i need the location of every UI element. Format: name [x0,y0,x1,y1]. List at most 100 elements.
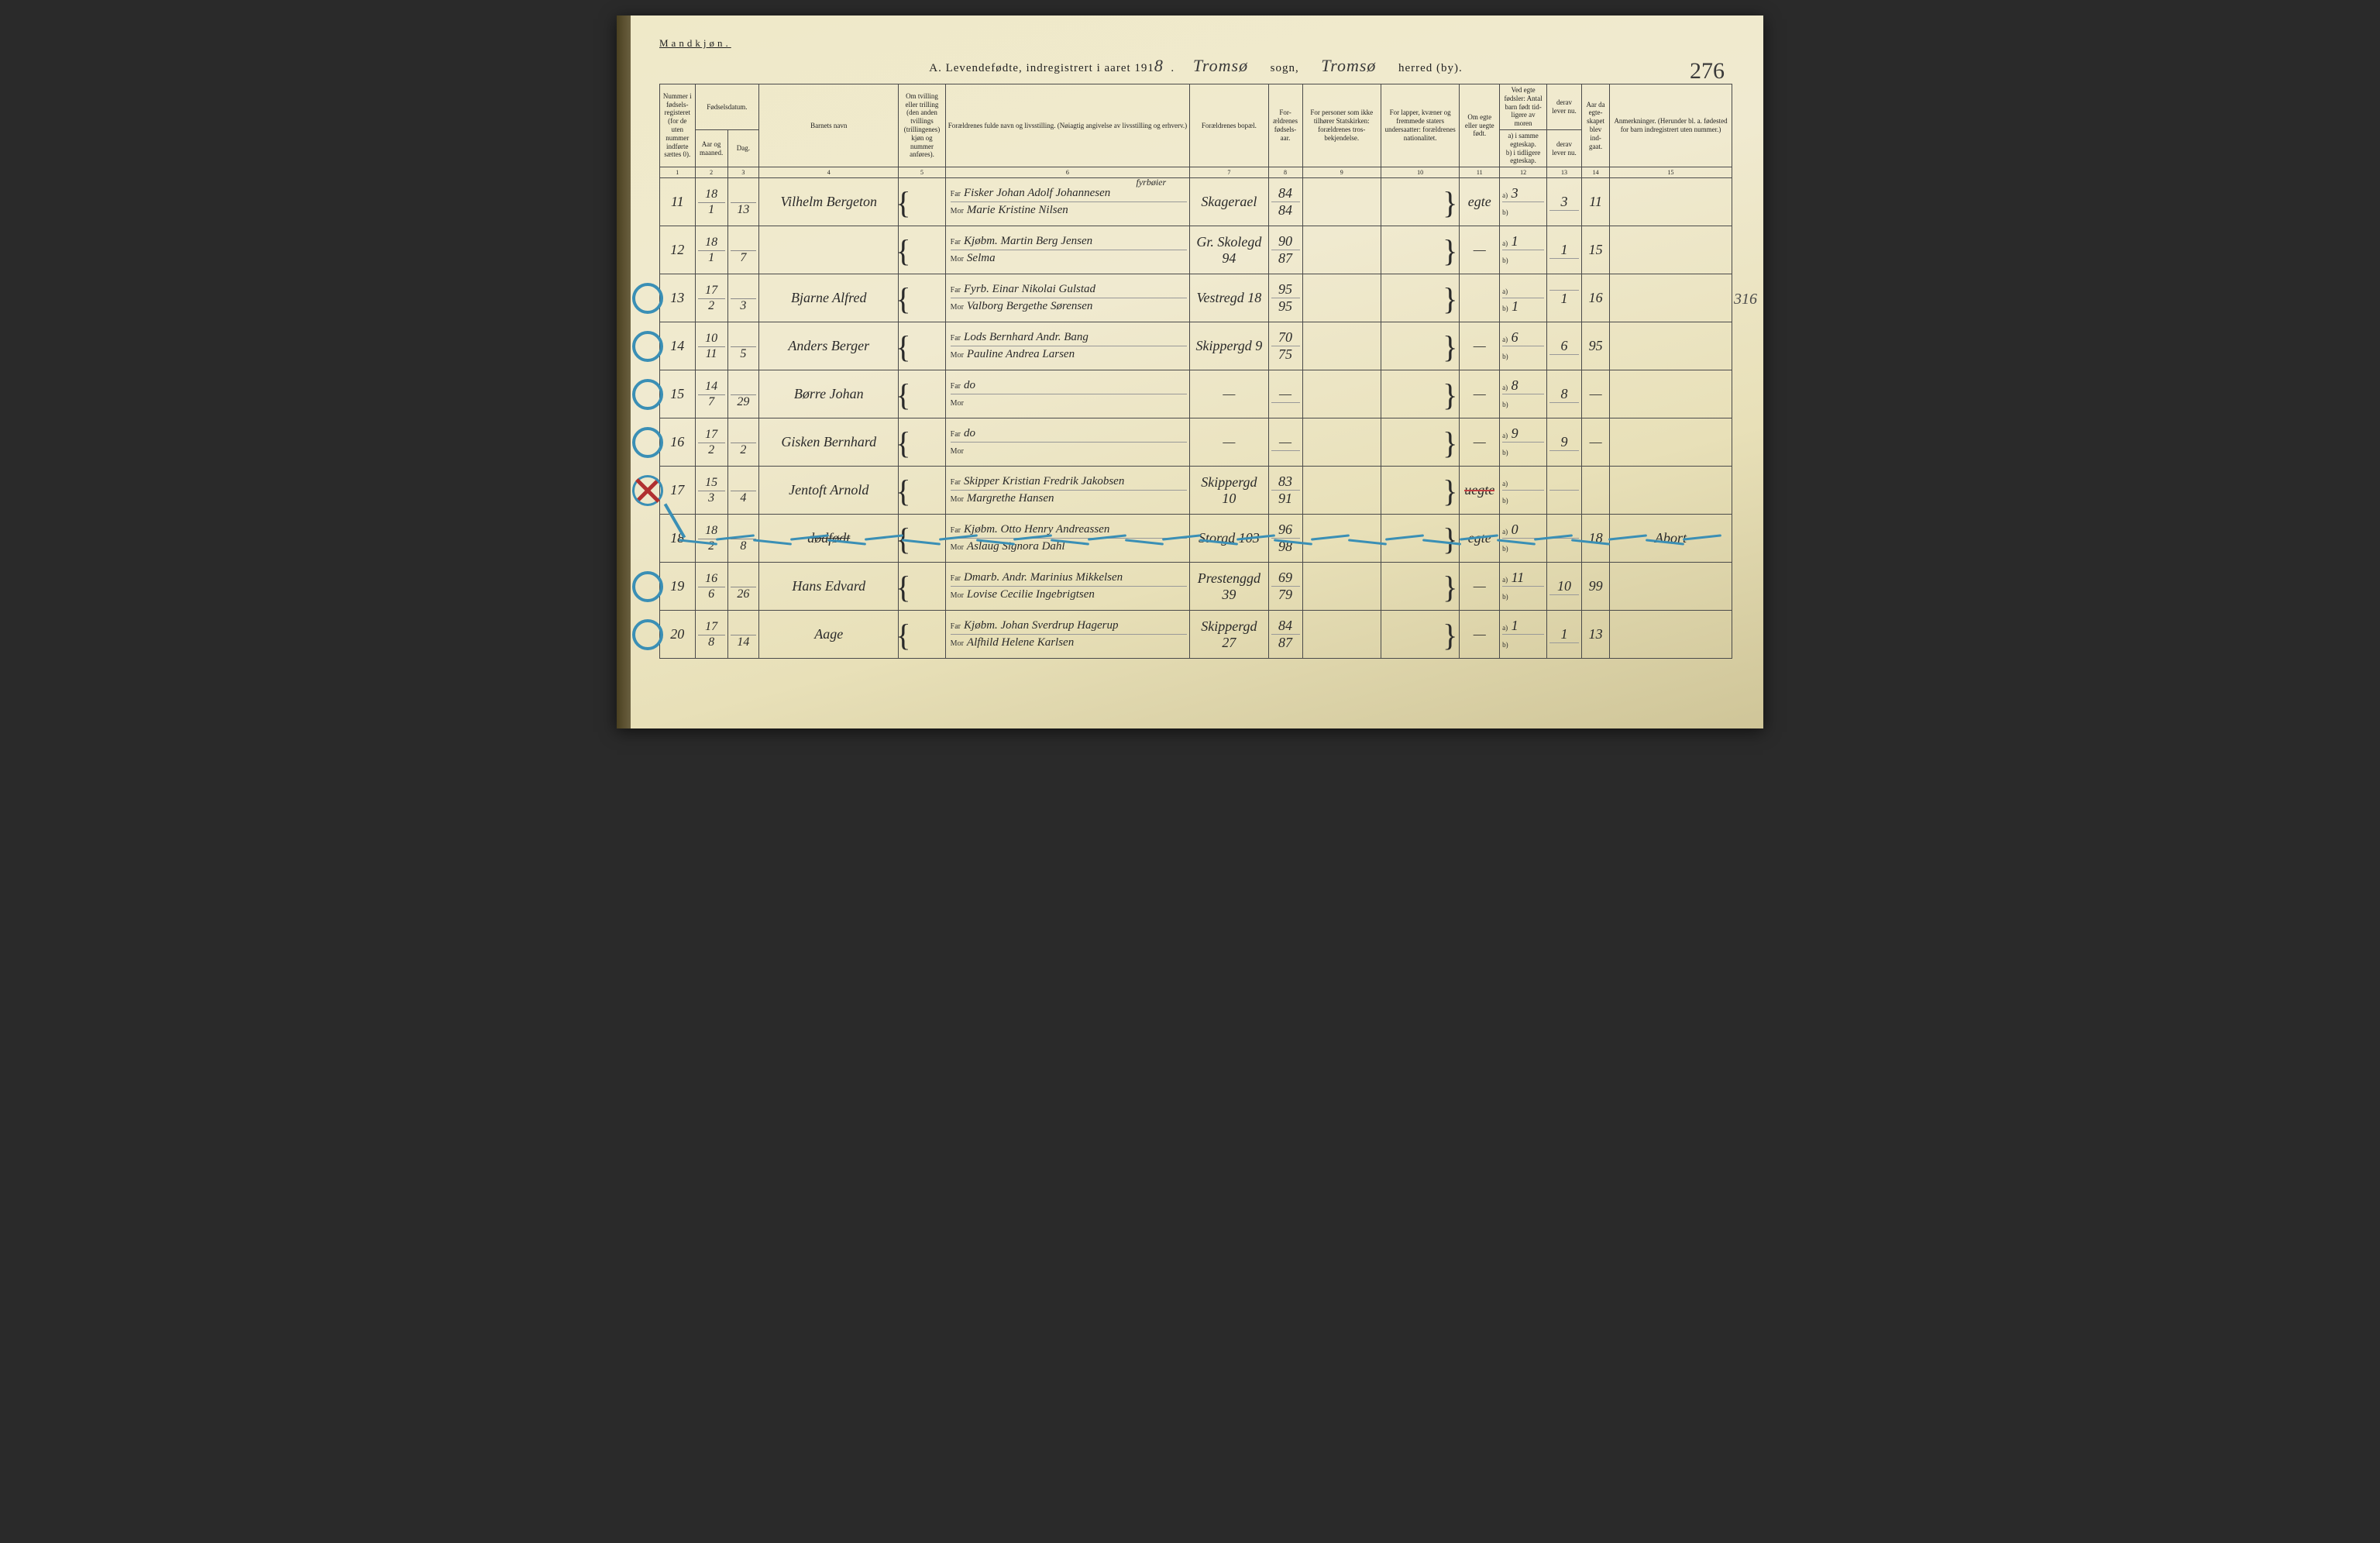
remarks [1610,322,1732,370]
hdr-12-group: Ved egte fødsler: Antal barn født tid-li… [1500,84,1547,130]
twin-info: { [899,178,945,226]
table-row: 13 172 3 Bjarne Alfred { FarFyrb. Einar … [660,274,1732,322]
religion [1302,178,1381,226]
residence: Prestenggd 39 [1190,563,1268,611]
religion [1302,322,1381,370]
table-row: 15 147 29 Børre Johan { Fardo Mor — — } … [660,370,1732,418]
hdr-13ab: derav lever nu. [1546,129,1581,167]
hdr-1: Nummer i fødsels-registeret (for de uten… [660,84,696,167]
living-now: 10 [1546,563,1581,611]
x-annotation [632,475,663,506]
table-row: 11 181 13 Vilhelm Bergeton { fyrbøier Fa… [660,178,1732,226]
residence: Skippergd 9 [1190,322,1268,370]
remarks [1610,467,1732,515]
day: 5 [727,322,759,370]
hdr-2: Aar og maaned. [695,129,727,167]
prior-children: a) 11 b) [1500,563,1547,611]
day: 29 [727,370,759,418]
parent-birthyears: 8484 [1268,178,1302,226]
parent-birthyears: 8487 [1268,611,1302,659]
marriage-year: 18 [1582,515,1610,563]
legitimacy: — [1460,370,1500,418]
living-now: 1 [1546,274,1581,322]
ledger-page: Mandkjøn. A. Levendefødte, indregistrert… [617,15,1763,728]
twin-info: { [899,418,945,467]
residence: — [1190,418,1268,467]
residence: Vestregd 18 [1190,274,1268,322]
year-month: 178 [695,611,727,659]
herred-label: herred (by). [1398,62,1463,74]
row-number: 12 [660,226,696,274]
religion [1302,418,1381,467]
herred-name: Tromsø [1321,56,1376,75]
religion [1302,611,1381,659]
remarks [1610,563,1732,611]
marriage-year: 13 [1582,611,1610,659]
row-number: 16 [660,418,696,467]
hdr-4: Barnets navn [759,84,899,167]
parents: FarKjøbm. Johan Sverdrup Hagerup MorAlfh… [945,611,1190,659]
marriage-year: 15 [1582,226,1610,274]
day: 3 [727,274,759,322]
hdr-3: Dag. [727,129,759,167]
legitimacy: egte [1460,178,1500,226]
circle-annotation [632,331,663,362]
living-now: 8 [1546,370,1581,418]
year-month: 181 [695,226,727,274]
birth-register-table: Nummer i fødsels-registeret (for de uten… [659,84,1732,659]
table-row: 16 172 2 Gisken Bernhard { Fardo Mor — —… [660,418,1732,467]
child-name [759,226,899,274]
remarks [1610,178,1732,226]
day: 14 [727,611,759,659]
circle-annotation [632,427,663,458]
parent-birthyears: 7075 [1268,322,1302,370]
legitimacy: — [1460,418,1500,467]
hdr-8: For-ældrenes fødsels-aar. [1268,84,1302,167]
year-month: 147 [695,370,727,418]
nationality: } [1381,226,1459,274]
day: 7 [727,226,759,274]
margin-note: 316 [1734,291,1757,308]
nationality: } [1381,178,1459,226]
marriage-year [1582,467,1610,515]
child-name: Anders Berger [759,322,899,370]
page-number: 276 [1690,58,1725,84]
day: 4 [727,467,759,515]
row-number: 20 [660,611,696,659]
nationality: } [1381,467,1459,515]
prior-children: a) 3 b) [1500,178,1547,226]
table-row: 14 1011 5 Anders Berger { FarLods Bernha… [660,322,1732,370]
parents: FarSkipper Kristian Fredrik Jakobsen Mor… [945,467,1190,515]
year-month: 172 [695,418,727,467]
prior-children: a) 6 b) [1500,322,1547,370]
prior-children: a) 1 b) [1500,226,1547,274]
hdr-14: Aar da egte-skapet blev ind-gaat. [1582,84,1610,167]
parents: FarDmarb. Andr. Marinius Mikkelsen MorLo… [945,563,1190,611]
table-body: 11 181 13 Vilhelm Bergeton { fyrbøier Fa… [660,178,1732,659]
prior-children: a) 9 b) [1500,418,1547,467]
table-row: 12 181 7 { FarKjøbm. Martin Berg Jensen … [660,226,1732,274]
row-number: 15 [660,370,696,418]
sogn-name: Tromsø [1193,56,1248,75]
religion [1302,226,1381,274]
column-number-row: 1 2 3 4 5 6 7 8 9 10 11 12 13 14 15 [660,167,1732,178]
hdr-13-group: derav lever nu. [1546,84,1581,130]
table-row: 19 166 26 Hans Edvard { FarDmarb. Andr. … [660,563,1732,611]
twin-info: { [899,322,945,370]
hdr-9: For personer som ikke tilhører Statskirk… [1302,84,1381,167]
religion [1302,370,1381,418]
child-name: Vilhelm Bergeton [759,178,899,226]
religion [1302,563,1381,611]
row-number: 11 [660,178,696,226]
legitimacy: uegte [1460,467,1500,515]
hdr-5: Om tvilling eller trilling (den anden tv… [899,84,945,167]
parents: FarKjøbm. Martin Berg Jensen MorSelma [945,226,1190,274]
parent-birthyears: — [1268,418,1302,467]
living-now: 1 [1546,226,1581,274]
residence: — [1190,370,1268,418]
parent-birthyears: 8391 [1268,467,1302,515]
remarks [1610,274,1732,322]
remarks [1610,226,1732,274]
living-now: 6 [1546,322,1581,370]
nationality: } [1381,418,1459,467]
